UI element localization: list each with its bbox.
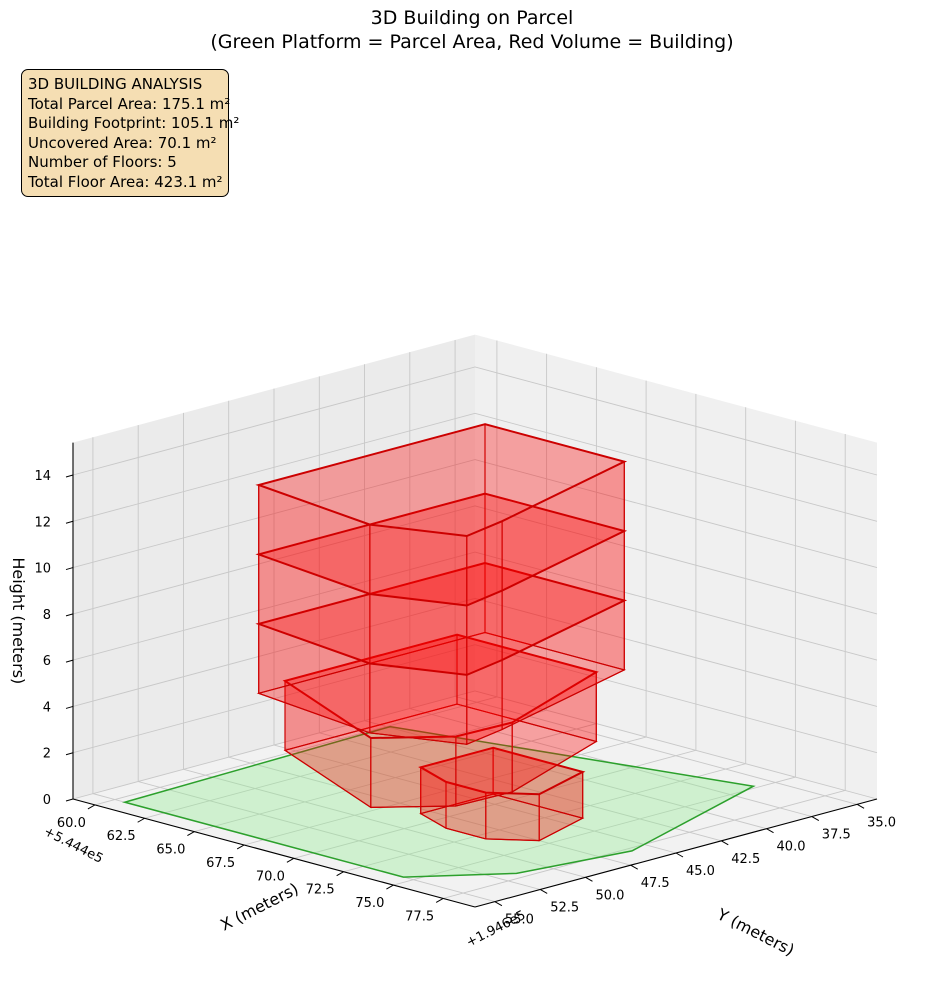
x-tick-label: 60.0 — [57, 816, 86, 831]
x-tick-mark — [87, 804, 96, 810]
floor-5 — [255, 423, 628, 607]
z-tick-label: 2 — [43, 747, 51, 762]
chart-title: 3D Building on Parcel (Green Platform = … — [0, 6, 944, 54]
grid-line-z — [72, 644, 878, 754]
z-tick-label: 6 — [43, 654, 51, 669]
z-tick-label: 4 — [43, 700, 51, 715]
grid-line-z — [72, 690, 878, 800]
y-tick-mark — [856, 803, 865, 809]
y-tick-mark — [811, 816, 820, 821]
z-tick-mark — [65, 474, 74, 478]
grid-line-z — [72, 366, 878, 476]
x-tick-label: 65.0 — [156, 843, 185, 858]
x-tick-label: 62.5 — [107, 829, 136, 844]
z-tick-mark — [65, 752, 74, 756]
y-axis-label: Y (meters) — [713, 904, 797, 959]
analysis-heading: 3D BUILDING ANALYSIS — [28, 75, 203, 93]
y-tick-mark — [539, 889, 548, 894]
y-tick-label: 37.5 — [822, 828, 851, 843]
analysis-box: 3D BUILDING ANALYSIS Total Parcel Area: … — [21, 69, 240, 197]
y-tick-label: 52.5 — [550, 900, 579, 915]
x-tick-mark — [286, 857, 295, 863]
y-tick-mark — [721, 840, 729, 846]
z-tick-mark — [65, 520, 74, 524]
x-axis-label: X (meters) — [217, 879, 301, 935]
z-tick-label: 0 — [43, 793, 51, 808]
x-tick-label: 77.5 — [405, 909, 434, 924]
y-tick-label: 50.0 — [595, 888, 624, 903]
y-tick-label: 42.5 — [731, 852, 760, 867]
y-tick-mark — [494, 901, 503, 907]
z-tick-label: 12 — [34, 515, 51, 530]
x-tick-label: 70.0 — [256, 869, 285, 884]
floor-4 — [255, 492, 628, 676]
grid-line-z — [72, 551, 878, 661]
z-tick-mark — [65, 798, 74, 802]
analysis-line: Building Footprint: 105.1 m² — [28, 114, 240, 132]
floor-top-face — [418, 746, 586, 796]
parcel-polygon — [121, 725, 756, 878]
wall-pane-y — [475, 334, 877, 799]
y-tick-label: 40.0 — [777, 840, 806, 855]
z-tick-mark — [65, 613, 74, 617]
z-tick-mark — [65, 705, 74, 709]
x-tick-label: 75.0 — [355, 896, 384, 911]
z-axis-label: Height (meters) — [9, 557, 28, 684]
z-tick-mark — [65, 567, 74, 571]
y-tick-label: 47.5 — [641, 876, 670, 891]
x-tick-mark — [137, 817, 145, 823]
analysis-line: Total Parcel Area: 175.1 m² — [28, 94, 231, 113]
parcel-layer — [121, 725, 756, 878]
building-layer — [255, 423, 628, 842]
floor-top-face — [255, 423, 628, 538]
x-tick-label: 67.5 — [206, 856, 235, 871]
analysis-line: Total Floor Area: 423.1 m² — [28, 172, 223, 191]
x-axis-line — [72, 798, 476, 908]
floor-bottom-face — [256, 562, 627, 676]
tick-labels: 60.0 62.5 65.0 67.5 70.0 72.5 75.0 77.5 35.0 37.5… — [34, 469, 896, 928]
floor-1 — [418, 746, 586, 842]
z-tick-label: 14 — [34, 469, 51, 484]
floor-bottom-face — [256, 631, 627, 745]
y-tick-label: 35.0 — [867, 815, 896, 830]
x-offset-label: +1.946e5 — [464, 908, 528, 951]
x-tick-mark — [187, 831, 195, 837]
y-tick-mark — [630, 864, 638, 870]
analysis-line: Number of Floors: 5 — [28, 153, 177, 171]
y-tick-mark — [675, 852, 684, 858]
y-tick-label: 45.0 — [686, 864, 715, 879]
z-tick-mark — [65, 659, 74, 663]
y-tick-mark — [585, 876, 593, 882]
z-tick-label: 10 — [34, 562, 51, 577]
title-line-2: (Green Platform = Parcel Area, Red Volum… — [210, 31, 734, 53]
y-tick-mark — [766, 828, 774, 834]
grid-line-z — [72, 412, 878, 522]
y-tick-label: 55.0 — [505, 913, 534, 928]
grid-line-z — [72, 597, 878, 707]
x-tick-mark — [336, 871, 344, 877]
floor-bottom-face — [419, 793, 585, 842]
x-tick-mark — [386, 884, 394, 890]
x-tick-mark — [435, 898, 444, 903]
x-tick-label: 72.5 — [306, 883, 335, 898]
x-tick-mark — [236, 844, 245, 850]
grid-line-z — [72, 505, 878, 615]
title-line-1: 3D Building on Parcel — [370, 7, 574, 29]
z-tick-label: 8 — [43, 608, 51, 623]
floor-bottom-face — [256, 492, 627, 607]
grid-line-z — [72, 459, 878, 569]
analysis-line: Uncovered Area: 70.1 m² — [28, 133, 217, 152]
